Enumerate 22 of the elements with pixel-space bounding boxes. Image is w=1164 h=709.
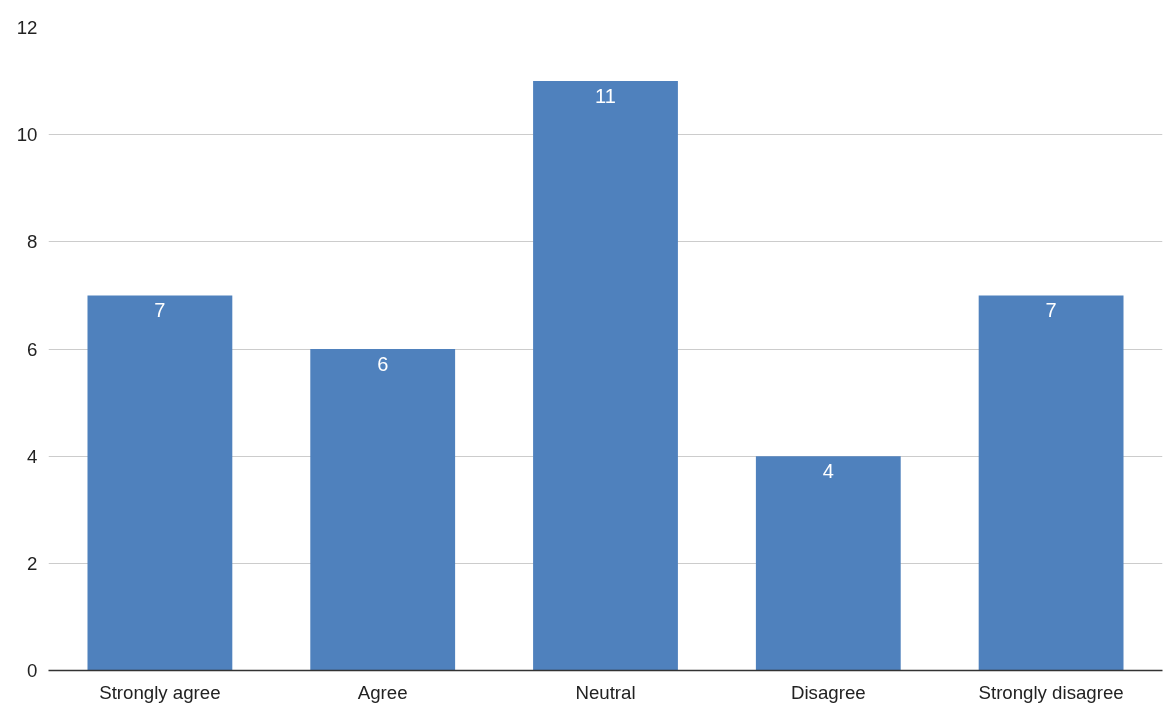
x-tick-label: Disagree [790, 681, 866, 703]
bar [533, 81, 678, 671]
data-label: 4 [822, 460, 834, 483]
data-label: 11 [595, 85, 616, 108]
data-label: 7 [154, 299, 166, 322]
bar [87, 295, 233, 671]
x-tick-label: Agree [357, 681, 408, 703]
y-tick-label: 6 [27, 338, 38, 360]
data-label: 7 [1045, 299, 1057, 322]
y-tick-label: 10 [16, 124, 38, 146]
y-tick-label: 0 [27, 660, 38, 681]
bar [755, 456, 901, 671]
y-tick-label: 12 [16, 17, 38, 38]
x-tick-label: Strongly disagree [978, 681, 1124, 703]
y-tick-label: 4 [27, 445, 38, 467]
bar [978, 295, 1124, 671]
bar [310, 349, 456, 671]
y-tick-label: 8 [27, 231, 38, 253]
y-tick-label: 2 [27, 552, 38, 574]
x-tick-label: Strongly agree [99, 681, 221, 703]
data-label: 6 [377, 353, 389, 375]
x-tick-label: Neutral [575, 681, 636, 703]
